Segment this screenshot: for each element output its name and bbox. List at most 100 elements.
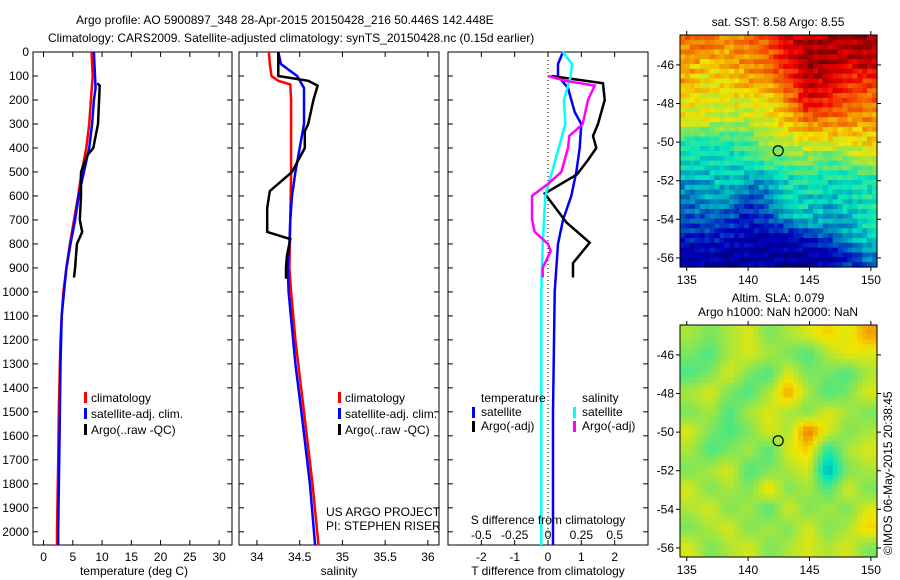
heatmap-cell bbox=[832, 238, 839, 244]
heatmap-cell bbox=[862, 199, 868, 205]
heatmap-cell bbox=[798, 494, 804, 500]
heatmap-cell bbox=[724, 204, 730, 210]
heatmap-cell bbox=[783, 368, 789, 374]
heatmap-cell bbox=[817, 131, 824, 138]
heatmap-cell bbox=[694, 189, 701, 196]
heatmap-cell bbox=[862, 392, 868, 399]
heatmap-cell bbox=[822, 73, 829, 80]
heatmap-cell bbox=[862, 494, 868, 500]
heatmap-cell bbox=[842, 160, 849, 167]
heatmap-cell bbox=[714, 325, 720, 331]
heatmap-cell bbox=[872, 39, 878, 46]
heatmap-cell bbox=[773, 499, 780, 505]
heatmap-cell bbox=[773, 131, 780, 138]
heatmap-cell bbox=[714, 416, 720, 423]
heatmap-cell bbox=[803, 363, 809, 370]
heatmap-cell bbox=[867, 170, 873, 176]
heatmap-cell bbox=[689, 537, 696, 544]
legend-salinity: climatology satellite-adj. clim. Argo(..… bbox=[326, 391, 441, 533]
heatmap-cell bbox=[822, 412, 829, 418]
heatmap-cell bbox=[783, 494, 789, 500]
heatmap-cell bbox=[680, 537, 686, 544]
heatmap-cell bbox=[852, 155, 858, 162]
heatmap-cell bbox=[680, 83, 686, 89]
heatmap-cell bbox=[812, 528, 819, 534]
heatmap-cell bbox=[803, 68, 809, 75]
heatmap-cell bbox=[758, 402, 765, 408]
heatmap-cell bbox=[684, 44, 691, 51]
heatmap-cell bbox=[704, 470, 711, 476]
heatmap-cell bbox=[783, 445, 789, 452]
heatmap-cell bbox=[753, 151, 760, 157]
heatmap-cell bbox=[793, 102, 799, 109]
heatmap-cell bbox=[773, 378, 780, 384]
x-tick-label: 34 bbox=[250, 550, 264, 564]
heatmap-cell bbox=[694, 83, 701, 89]
heatmap-cell bbox=[817, 528, 824, 534]
heatmap-cell bbox=[827, 209, 834, 215]
heatmap-cell bbox=[694, 165, 701, 171]
heatmap-cell bbox=[812, 537, 819, 544]
heatmap-cell bbox=[758, 523, 765, 529]
heatmap-cell bbox=[842, 494, 849, 500]
heatmap-cell bbox=[817, 426, 824, 432]
heatmap-cell bbox=[734, 547, 740, 553]
heatmap-cell bbox=[862, 436, 868, 442]
heatmap-cell bbox=[739, 325, 745, 331]
heatmap-cell bbox=[822, 513, 829, 519]
heatmap-cell bbox=[714, 445, 720, 452]
heatmap-cell bbox=[694, 262, 701, 268]
heatmap-cell bbox=[808, 194, 814, 200]
heatmap-cell bbox=[758, 489, 765, 495]
heatmap-cell bbox=[758, 54, 765, 60]
heatmap-cell bbox=[837, 233, 844, 239]
heatmap-cell bbox=[729, 407, 735, 413]
x-tick-label: 5 bbox=[69, 550, 76, 564]
heatmap-cell bbox=[837, 136, 844, 142]
heatmap-cell bbox=[857, 257, 863, 263]
heatmap-cell bbox=[714, 194, 720, 200]
heatmap-cell bbox=[832, 465, 839, 471]
heatmap-cell bbox=[788, 329, 794, 336]
heatmap-cell bbox=[817, 402, 824, 408]
heatmap-cell bbox=[832, 257, 839, 263]
heatmap-cell bbox=[704, 421, 711, 428]
heatmap-cell bbox=[857, 102, 863, 109]
heatmap-cell bbox=[808, 392, 814, 399]
heatmap-cell bbox=[699, 378, 706, 384]
heatmap-cell bbox=[699, 470, 706, 476]
heatmap-cell bbox=[842, 479, 849, 486]
heatmap-cell bbox=[763, 445, 770, 452]
heatmap-cell bbox=[748, 107, 755, 113]
heatmap-cell bbox=[744, 88, 750, 94]
heatmap-cell bbox=[817, 151, 824, 157]
heatmap-cell bbox=[763, 412, 770, 418]
heatmap-cell bbox=[793, 532, 799, 539]
heatmap-cell bbox=[862, 474, 868, 481]
heatmap-cell bbox=[837, 175, 844, 181]
heatmap-cell bbox=[783, 503, 789, 510]
heatmap-cell bbox=[798, 165, 804, 171]
heatmap-cell bbox=[709, 465, 716, 471]
heatmap-cell bbox=[729, 213, 735, 220]
y-tick-label: -54 bbox=[657, 212, 675, 226]
sla-map-subtitle: Argo h1000: NaN h2000: NaN bbox=[698, 305, 858, 319]
heatmap-cell bbox=[724, 184, 730, 191]
heatmap-cell bbox=[689, 262, 696, 268]
heatmap-cell bbox=[788, 59, 794, 65]
heatmap-cell bbox=[763, 112, 770, 118]
heatmap-cell bbox=[739, 59, 745, 65]
heatmap-cell bbox=[822, 537, 829, 544]
heatmap-cell bbox=[773, 474, 780, 481]
heatmap-cell bbox=[748, 242, 755, 249]
heatmap-cell bbox=[798, 39, 804, 46]
heatmap-cell bbox=[798, 334, 804, 341]
heatmap-cell bbox=[842, 489, 849, 495]
heatmap-cell bbox=[837, 426, 844, 432]
heatmap-cell bbox=[817, 97, 824, 104]
heatmap-cell bbox=[822, 233, 829, 239]
heatmap-cell bbox=[734, 407, 740, 413]
heatmap-cell bbox=[862, 68, 868, 75]
heatmap-cell bbox=[847, 494, 853, 500]
heatmap-cell bbox=[739, 126, 745, 133]
